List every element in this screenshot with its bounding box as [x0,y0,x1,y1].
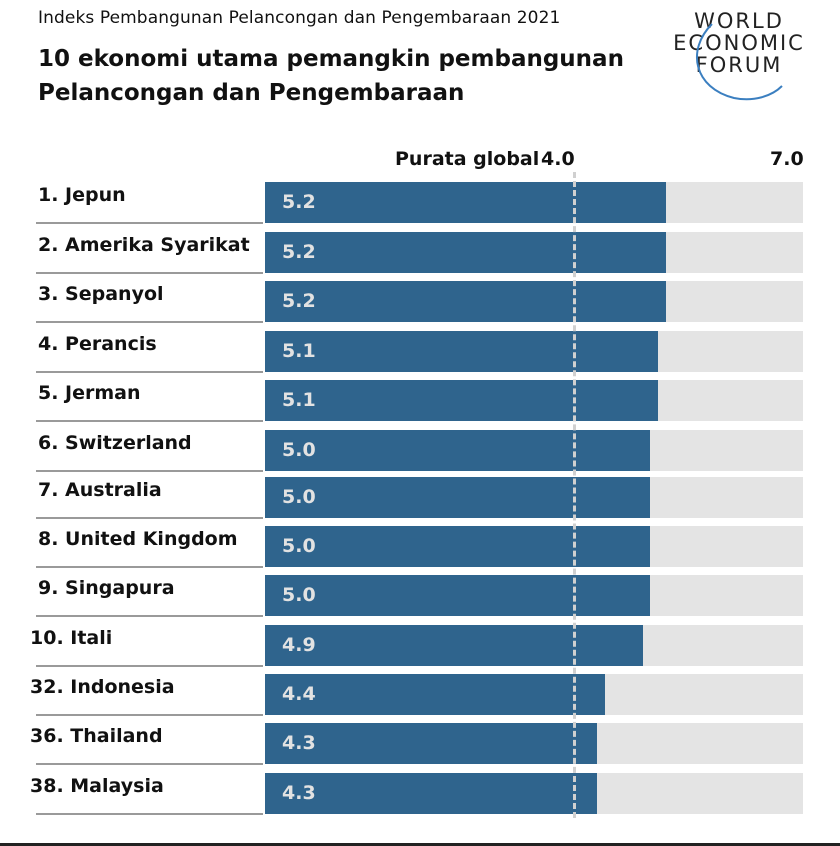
logo-arc-icon [696,23,783,101]
row-label: 5. Jerman [38,382,141,404]
row-label: 4. Perancis [38,333,157,355]
bar-value: 4.9 [282,634,316,656]
row-separator [36,272,263,274]
bar [265,575,651,616]
table-row: 32. Indonesia 4.4 [0,674,840,716]
axis-max-value: 7.0 [770,148,804,170]
row-label: 36. Thailand [30,725,163,747]
bar-value: 5.0 [282,439,316,461]
table-row: 9. Singapura 5.0 [0,575,840,617]
bar [265,625,643,666]
logo-line-3: FORUM [695,53,783,77]
row-separator [36,371,263,373]
bar-value: 5.2 [282,241,316,263]
logo-line-1: WORLD [694,9,784,33]
bar-value: 5.2 [282,191,316,213]
row-label: 32. Indonesia [30,676,175,698]
row-separator [36,714,263,716]
row-label: 1. Jepun [38,184,126,206]
table-row: 8. United Kingdom 5.0 [0,526,840,568]
bar [265,331,658,372]
row-separator [36,615,263,617]
row-separator [36,665,263,667]
bar [265,281,666,322]
logo-line-2: ECONOMIC [673,31,805,55]
table-row: 38. Malaysia 4.3 [0,773,840,815]
row-label: 8. United Kingdom [38,528,238,550]
bar [265,723,597,764]
bar [265,430,651,471]
table-row: 2. Amerika Syarikat 5.2 [0,232,840,274]
bar [265,526,651,567]
row-label: 7. Australia [38,479,162,501]
bar [265,773,597,814]
bar [265,380,658,421]
row-label: 2. Amerika Syarikat [38,234,250,256]
chart-subtitle: Indeks Pembangunan Pelancongan dan Penge… [38,8,561,28]
bar-value: 5.0 [282,486,316,508]
bar-value: 4.4 [282,683,316,705]
row-separator [36,813,263,815]
bar-value: 4.3 [282,782,316,804]
row-label: 6. Switzerland [38,432,192,454]
bar [265,477,651,518]
table-row: 4. Perancis 5.1 [0,331,840,373]
bottom-rule [0,843,840,846]
wef-logo: WORLD ECONOMIC FORUM [664,9,814,101]
average-label: Purata global [395,148,540,170]
average-value: 4.0 [541,148,575,170]
row-label: 9. Singapura [38,577,175,599]
table-row: 3. Sepanyol 5.2 [0,281,840,323]
table-row: 1. Jepun 5.2 [0,182,840,224]
row-label: 38. Malaysia [30,775,164,797]
row-separator [36,321,263,323]
row-separator [36,566,263,568]
bar-value: 5.1 [282,389,316,411]
chart-title: 10 ekonomi utama pemangkin pembangunan P… [38,46,624,106]
row-separator [36,222,263,224]
bar [265,182,666,223]
bar-value: 4.3 [282,732,316,754]
bar-value: 5.1 [282,340,316,362]
bar-value: 5.0 [282,584,316,606]
row-separator [36,470,263,472]
row-separator [36,763,263,765]
table-row: 36. Thailand 4.3 [0,723,840,765]
row-label: 3. Sepanyol [38,283,164,305]
bar-value: 5.0 [282,535,316,557]
bar-value: 5.2 [282,290,316,312]
table-row: 5. Jerman 5.1 [0,380,840,422]
row-label: 10. Itali [30,627,113,649]
row-separator [36,517,263,519]
bar [265,232,666,273]
row-separator [36,420,263,422]
table-row: 10. Itali 4.9 [0,625,840,667]
table-row: 7. Australia 5.0 [0,477,840,519]
bar [265,674,605,715]
table-row: 6. Switzerland 5.0 [0,430,840,472]
average-line [573,172,576,818]
